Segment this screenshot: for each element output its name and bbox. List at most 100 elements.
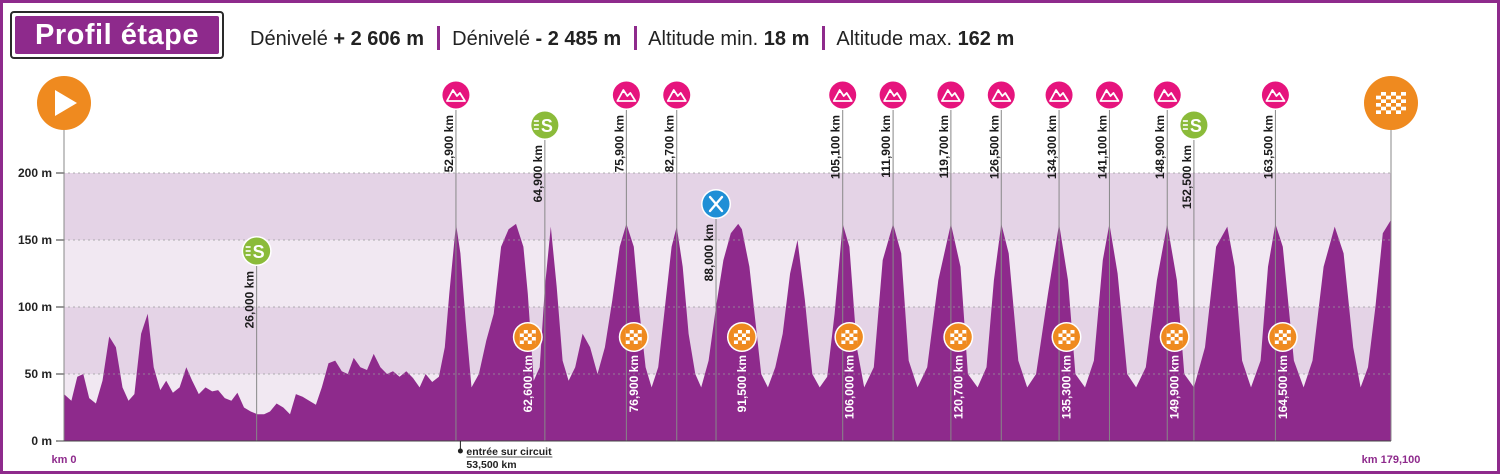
- circuit-pass-marker[interactable]: 120,700 km: [943, 322, 974, 419]
- marker-km-label: 141,100 km: [1095, 115, 1109, 179]
- mountain-snow: [996, 90, 1001, 93]
- checkered-flag-icon: [625, 330, 642, 344]
- marker-km-label: 163,500 km: [1261, 115, 1275, 179]
- marker-feed[interactable]: 88,000 km: [701, 189, 732, 441]
- flag-cell: [745, 340, 750, 344]
- checkered-flag-icon: [841, 330, 858, 344]
- flag-cell: [950, 330, 955, 334]
- stage-stats: Dénivelé + 2 606 m Dénivelé - 2 485 m Al…: [250, 26, 1014, 56]
- flag-cell: [950, 337, 955, 341]
- flag-cell: [1278, 340, 1283, 344]
- marker-climb[interactable]: 82,700 km: [661, 80, 692, 441]
- flag-cell: [1274, 330, 1279, 334]
- mountain-snow: [1162, 90, 1167, 93]
- marker-sprint[interactable]: S 152,500 km: [1178, 110, 1209, 441]
- circuit-passes-group: 62,600 km 76,900 km 91,500 km 106,000 km 120…: [512, 322, 1298, 419]
- flag-cell: [1391, 103, 1396, 107]
- flag-cell: [531, 340, 536, 344]
- marker-km-label: 126,500 km: [987, 115, 1001, 179]
- marker-km-label: 111,900 km: [879, 115, 893, 178]
- marker-climb[interactable]: 111,900 km: [878, 80, 909, 441]
- flag-cell: [1282, 330, 1287, 334]
- flag-cell: [1170, 333, 1175, 337]
- marker-badge[interactable]: [531, 111, 559, 139]
- marker-climb[interactable]: 52,900 km: [440, 80, 471, 441]
- flag-cell: [1070, 340, 1075, 344]
- mountain-icon: [666, 89, 687, 102]
- flag-cell: [1386, 99, 1391, 103]
- sprint-icon: S: [533, 116, 553, 136]
- circuit-pass-marker[interactable]: 149,900 km: [1159, 322, 1190, 419]
- flag-cell: [519, 330, 524, 334]
- marker-km-label: 119,700 km: [937, 115, 951, 178]
- checkered-flag-icon: [733, 330, 750, 344]
- fork: [708, 195, 724, 213]
- flag-cell: [523, 340, 528, 344]
- mountain-icon: [991, 89, 1012, 102]
- flag-cell: [519, 337, 524, 341]
- marker-climb[interactable]: 141,100 km: [1094, 80, 1125, 441]
- marker-finish[interactable]: [1364, 76, 1418, 441]
- stat-separator: [436, 26, 440, 50]
- mountain-snow: [1104, 90, 1109, 93]
- flag-cell: [737, 333, 742, 337]
- mountain-snow: [888, 90, 893, 93]
- mountain-snow: [621, 90, 626, 93]
- stat-min-label: Altitude min.: [648, 28, 759, 50]
- flag-cell: [841, 330, 846, 334]
- marker-climb[interactable]: 75,900 km: [611, 80, 642, 441]
- flag-cell: [633, 337, 638, 341]
- circuit-pass-marker[interactable]: 106,000 km: [834, 322, 865, 419]
- checkered-flag-icon: [1376, 92, 1406, 114]
- marker-climb[interactable]: 148,900 km: [1152, 80, 1183, 441]
- flag-cell: [841, 337, 846, 341]
- marker-climb[interactable]: 105,100 km: [827, 80, 858, 441]
- marker-climb[interactable]: 119,700 km: [935, 80, 966, 441]
- x-start-label: km 0: [51, 454, 76, 466]
- marker-sprint[interactable]: S 64,900 km: [529, 110, 560, 441]
- mountain-icon: [832, 89, 853, 102]
- marker-climb[interactable]: 126,500 km: [986, 80, 1017, 441]
- marker-climb[interactable]: 163,500 km: [1260, 80, 1291, 441]
- circuit-pass-marker[interactable]: 62,600 km: [512, 322, 543, 412]
- flag-cell: [1391, 110, 1396, 114]
- flag-cell: [741, 337, 746, 341]
- circuit-pass-marker[interactable]: 76,900 km: [618, 322, 649, 412]
- marker-climb[interactable]: 134,300 km: [1044, 80, 1075, 441]
- marker-badge[interactable]: [1180, 111, 1208, 139]
- page-title: Profil étape: [15, 16, 219, 54]
- sprint-icon: S: [1182, 116, 1202, 136]
- flag-cell: [637, 340, 642, 344]
- marker-sprint[interactable]: S 26,000 km: [241, 236, 272, 441]
- stat-gain-label: Dénivelé: [250, 28, 328, 50]
- flag-cell: [1178, 333, 1183, 337]
- circuit-pass-marker[interactable]: 164,500 km: [1267, 322, 1298, 419]
- flag-cell: [845, 340, 850, 344]
- flag-cell: [849, 337, 854, 341]
- marker-km-label: 88,000 km: [702, 224, 716, 281]
- y-tick-label: 150 m: [18, 233, 52, 247]
- marker-start[interactable]: [37, 76, 91, 441]
- pass-km-label: 164,500 km: [1276, 355, 1290, 419]
- stat-separator: [633, 26, 637, 50]
- flag-cell: [1062, 340, 1067, 344]
- flag-cell: [1386, 106, 1391, 111]
- marker-badge[interactable]: [243, 237, 271, 265]
- checkered-flag-icon: [1166, 330, 1183, 344]
- flag-cell: [1376, 106, 1381, 111]
- mountain-snow: [837, 90, 842, 93]
- flag-cell: [629, 333, 634, 337]
- y-tick-label: 0 m: [31, 434, 52, 448]
- circuit-pass-marker[interactable]: 135,300 km: [1051, 322, 1082, 419]
- mountain-icon: [1099, 89, 1120, 102]
- mountain-snow: [671, 90, 676, 93]
- circuit-pass-marker[interactable]: 91,500 km: [726, 322, 757, 412]
- markers-group: S 26,000 km 52,900 km S 64,900 km 75,900 km 82…: [37, 76, 1418, 441]
- flag-cell: [637, 333, 642, 337]
- marker-km-label: 134,300 km: [1045, 115, 1059, 179]
- flag-cell: [1066, 330, 1071, 334]
- flag-cell: [1396, 106, 1401, 111]
- flag-cell: [1066, 337, 1071, 341]
